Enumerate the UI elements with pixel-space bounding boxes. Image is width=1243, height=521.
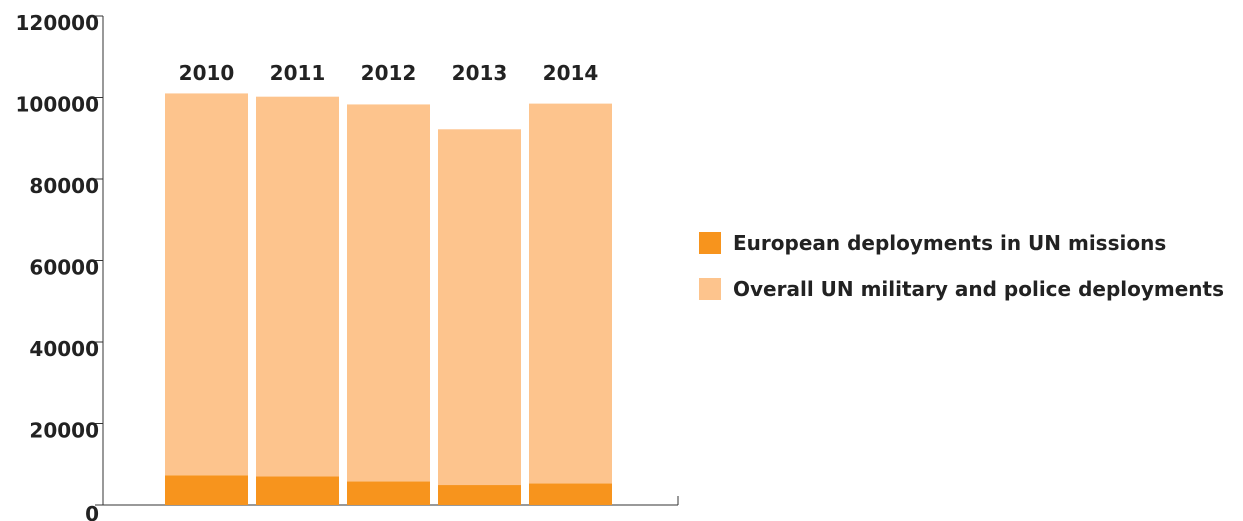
category-label: 2010 <box>179 61 235 85</box>
y-tick-label: 20000 <box>29 419 99 443</box>
y-tick-label: 120000 <box>16 11 100 35</box>
y-tick-label: 60000 <box>29 256 99 280</box>
y-tick-label: 40000 <box>29 337 99 361</box>
category-label: 2012 <box>361 61 417 85</box>
legend-swatch-overall <box>699 278 721 300</box>
bar-overall <box>347 104 430 482</box>
bar-overall <box>256 96 339 477</box>
bar-chart: 0 20000 40000 60000 80000 100000 120000 2010 201… <box>16 11 679 521</box>
bar-european <box>165 475 248 505</box>
legend-swatch-european <box>699 232 721 254</box>
y-tick-label: 80000 <box>29 174 99 198</box>
y-tick-label: 0 <box>85 502 99 521</box>
legend-label-overall: Overall UN military and police deploymen… <box>733 277 1225 301</box>
legend-item-overall: Overall UN military and police deploymen… <box>699 273 1224 305</box>
bar-european <box>529 483 612 505</box>
bar-overall <box>529 103 612 484</box>
bar-overall <box>438 129 521 486</box>
legend-label-european: European deployments in UN missions <box>733 231 1167 255</box>
legend-item-european: European deployments in UN missions <box>699 227 1224 259</box>
bar-overall <box>165 93 248 476</box>
bar-european <box>438 485 521 505</box>
legend: European deployments in UN missions Over… <box>699 227 1224 319</box>
bar-european <box>347 481 430 505</box>
category-label: 2011 <box>270 61 326 85</box>
y-tick-label: 100000 <box>16 93 100 117</box>
bar-european <box>256 476 339 505</box>
category-label: 2014 <box>543 61 599 85</box>
category-label: 2013 <box>452 61 508 85</box>
